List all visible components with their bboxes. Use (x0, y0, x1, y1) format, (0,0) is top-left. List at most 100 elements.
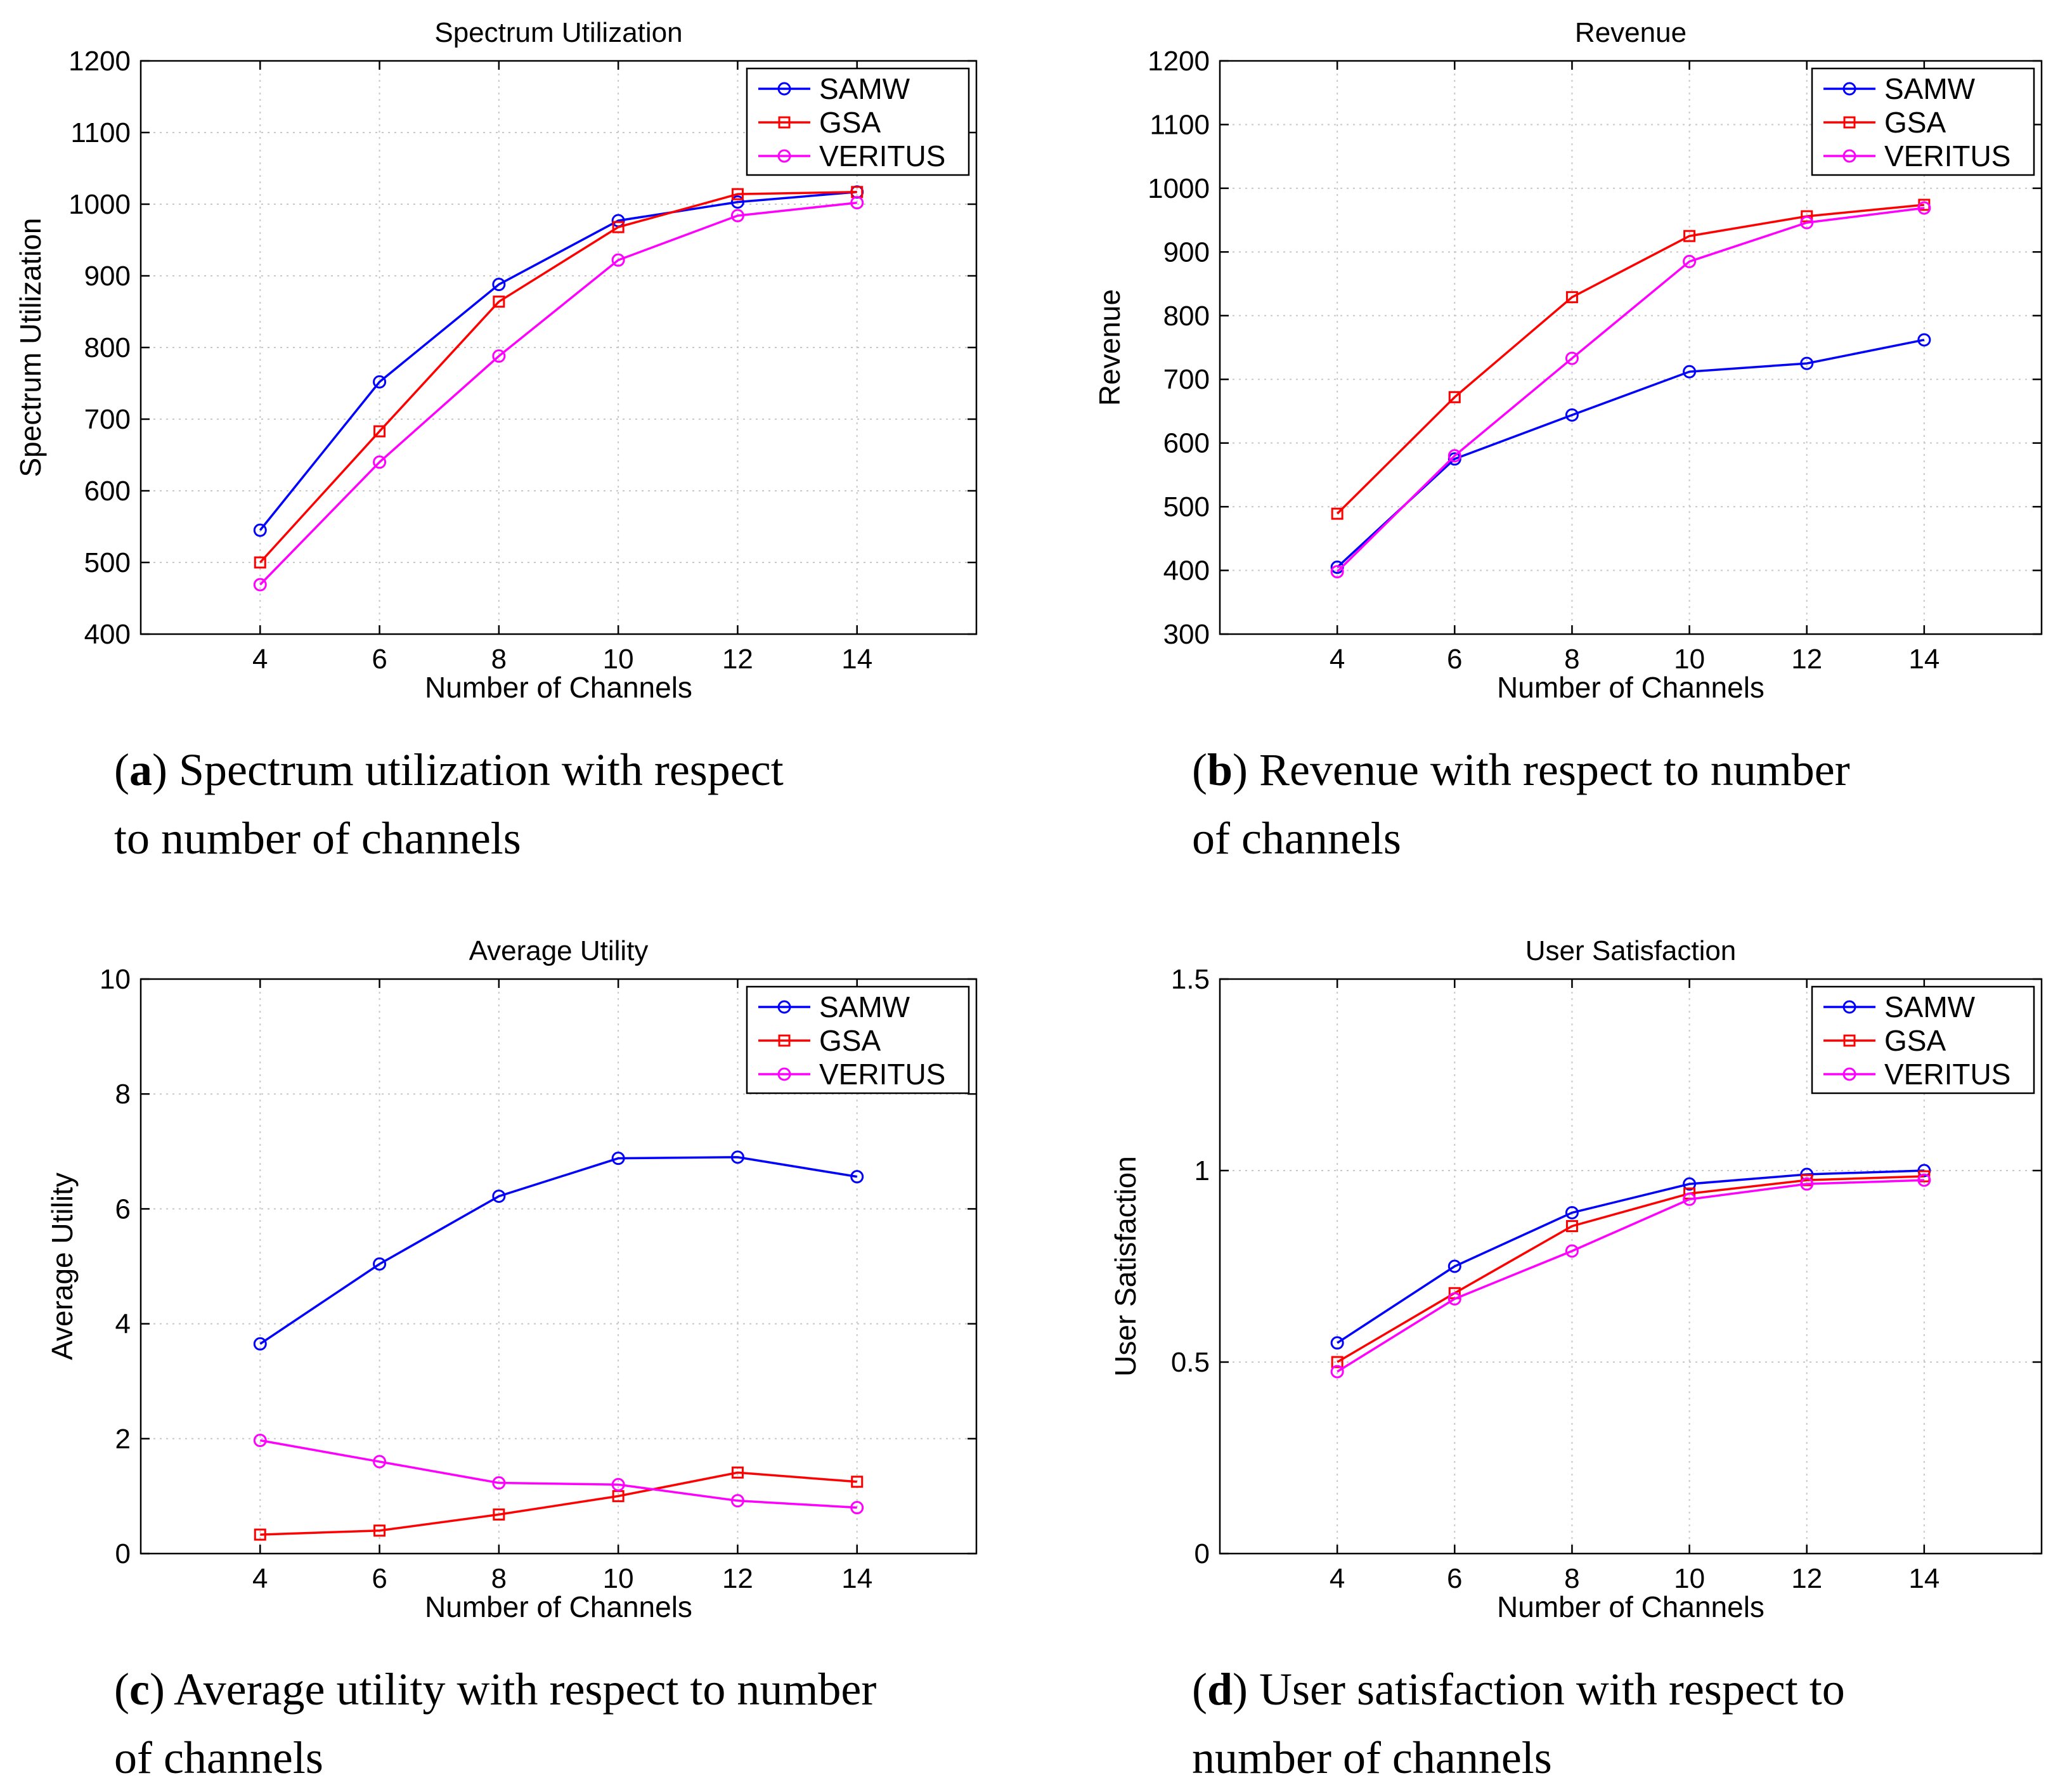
chart-title: Spectrum Utilization (434, 17, 682, 48)
legend-label: SAMW (819, 990, 910, 1023)
legend-marker (1842, 82, 1856, 96)
x-tick-label: 4 (252, 1563, 268, 1594)
data-point (1565, 1205, 1579, 1219)
x-tick-label: 12 (1791, 1563, 1822, 1594)
y-tick-label: 8 (115, 1079, 131, 1110)
x-tick-label: 10 (603, 644, 634, 675)
legend-label: VERITUS (1884, 1058, 2010, 1091)
y-tick-label: 500 (84, 547, 131, 578)
series-line (259, 191, 857, 531)
legend-marker (777, 1000, 791, 1014)
data-point (492, 1476, 506, 1490)
chart-title: Average Utility (469, 935, 649, 966)
series-gsa (1331, 198, 1931, 520)
y-tick-label: 500 (1163, 491, 1210, 523)
x-axis-label: Number of Channels (425, 1590, 692, 1623)
x-tick-label: 14 (841, 644, 872, 675)
data-point (850, 1501, 864, 1515)
data-point (1331, 507, 1344, 520)
x-tick-label: 14 (1908, 644, 1939, 675)
y-tick-label: 400 (84, 619, 131, 650)
legend-label: GSA (819, 1024, 881, 1057)
x-axis-label: Number of Channels (1497, 671, 1764, 704)
x-tick-label: 6 (372, 1563, 387, 1594)
chart-b: 4 6 8 10 12 14 300 400 500 600 700 800 900 1000 1100 12… (1093, 17, 2043, 704)
data-point (851, 1476, 864, 1488)
data-point (493, 295, 505, 308)
caption-letter: c (129, 1664, 150, 1715)
legend-marker (777, 82, 791, 96)
x-tick-label: 10 (1674, 644, 1705, 675)
axes-frame (1219, 978, 2043, 1555)
y-tick-label: 10 (100, 964, 131, 995)
series-veritus (253, 196, 864, 592)
data-point (1447, 1259, 1461, 1273)
legend-marker (778, 1034, 791, 1047)
data-point (373, 425, 386, 438)
x-tick-label: 8 (491, 644, 507, 675)
legend-label: GSA (1884, 1024, 1946, 1057)
series-samw (253, 185, 864, 537)
x-tick-label: 6 (1447, 1563, 1462, 1594)
series-line (260, 1471, 857, 1536)
x-axis-label: Number of Channels (425, 671, 692, 704)
series-samw (1330, 333, 1931, 575)
caption-d: (d) User satisfaction with respect to num… (1192, 1655, 1845, 1792)
series-line (1336, 204, 1925, 515)
data-point (611, 1477, 625, 1491)
legend-marker (1843, 116, 1856, 129)
data-point (1447, 449, 1461, 463)
y-tick-label: 800 (1163, 301, 1210, 332)
legend-marker (777, 1067, 791, 1081)
y-tick-label: 1100 (70, 117, 131, 148)
data-point (730, 1494, 744, 1508)
caption-letter: b (1207, 744, 1233, 795)
data-point (1565, 1220, 1578, 1233)
y-tick-label: 700 (84, 404, 131, 435)
chart-c: 4 6 8 10 12 14 0 2 4 6 8 10 Average Utility Number of… (46, 935, 978, 1623)
data-point (612, 221, 625, 233)
caption-letter: a (129, 744, 152, 795)
data-point (492, 349, 506, 363)
y-tick-label: 0 (115, 1538, 131, 1569)
x-tick-label: 4 (1330, 1563, 1345, 1594)
y-tick-label: 0.5 (1171, 1347, 1210, 1378)
data-point (1330, 1336, 1344, 1350)
data-point (373, 455, 387, 469)
y-tick-label: 1100 (1149, 109, 1210, 140)
x-tick-label: 6 (372, 644, 387, 675)
data-point (1917, 333, 1931, 347)
legend-label: SAMW (819, 72, 910, 105)
y-tick-label: 600 (84, 476, 131, 507)
x-axis-label: Number of Channels (1497, 1590, 1764, 1623)
x-tick-label: 12 (722, 1563, 753, 1594)
x-tick-label: 10 (603, 1563, 634, 1594)
y-tick-label: 2 (115, 1424, 131, 1455)
data-point (1331, 1356, 1344, 1368)
x-tick-label: 12 (1791, 644, 1822, 675)
y-tick-label: 900 (84, 261, 131, 292)
series-line (259, 1439, 857, 1509)
data-point (1448, 391, 1461, 403)
data-point (254, 556, 266, 569)
data-point (492, 1189, 506, 1203)
legend-label: SAMW (1884, 72, 1976, 105)
series-line (1337, 1179, 1924, 1373)
data-point (1683, 230, 1696, 242)
data-point (731, 1466, 744, 1479)
data-point (1565, 291, 1578, 304)
y-axis-label: Revenue (1093, 289, 1126, 406)
y-axis-label: User Satisfaction (1109, 1156, 1142, 1377)
x-tick-label: 12 (722, 644, 753, 675)
legend-label: SAMW (1884, 990, 1976, 1023)
data-point (1683, 1177, 1697, 1191)
x-tick-label: 8 (1564, 644, 1579, 675)
y-axis-label: Spectrum Utilization (14, 218, 47, 477)
legend-label: GSA (1884, 106, 1946, 139)
data-point (1801, 210, 1813, 223)
series-line (259, 202, 857, 586)
